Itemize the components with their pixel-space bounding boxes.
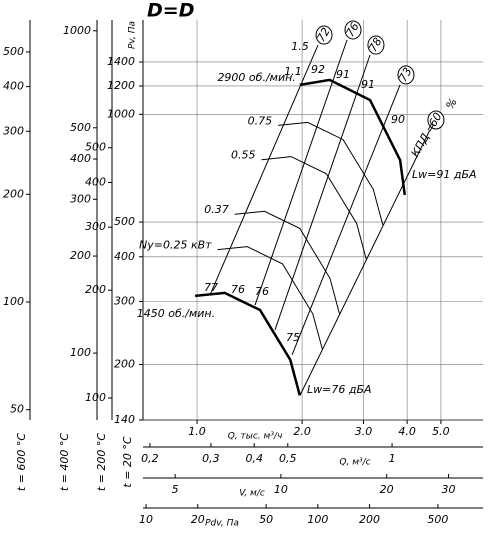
aux-tick-label: 100 [85, 391, 106, 404]
aux-tick-label: 200 [3, 187, 24, 200]
annotation: 1.1 [284, 65, 302, 78]
aux-tick-label: 500 [85, 141, 106, 154]
y-tick-label: 300 [114, 294, 135, 307]
scale-tick-label: 0,4 [245, 452, 263, 465]
scale-tick-label: 20 [191, 513, 205, 526]
annotation: 91 [336, 68, 350, 81]
aux-axis-label: t = 200 °C [95, 433, 108, 492]
y-tick-label: 200 [114, 358, 135, 371]
annotation: Lw=76 дБА [307, 383, 372, 396]
scale-tick-label: 20 [380, 483, 394, 496]
efficiency-marker [315, 25, 333, 45]
scale-label: Q, м³/с [339, 458, 370, 468]
aux-tick-label: 500 [3, 45, 24, 58]
aux-tick-label: 500 [70, 121, 91, 134]
efficiency-marker [344, 20, 362, 40]
annotation: 91 [361, 78, 375, 91]
y-tick-label: 1200 [107, 79, 135, 92]
curve-label: 0.37 [204, 203, 229, 216]
aux-tick-label: 50 [10, 403, 24, 416]
speed-curve [261, 156, 367, 260]
annotation: 90 [391, 113, 405, 126]
scale-tick-label: 50 [259, 513, 273, 526]
speed-curve [299, 78, 407, 196]
annotation: 76 [231, 283, 245, 296]
speed-curve [217, 246, 323, 350]
efficiency-label: 76 [343, 20, 361, 39]
scale-tick-label: 0,3 [202, 452, 220, 465]
speed-curve [278, 121, 384, 226]
annotation: 76 [255, 285, 269, 298]
scale-tick-label: 100 [307, 513, 328, 526]
curve-label: Ny=0.25 кВт [139, 239, 212, 252]
efficiency-marker [427, 110, 445, 130]
scale-tick-label: 10 [139, 513, 153, 526]
scale-tick-label: 500 [427, 513, 448, 526]
annotation: Lw=91 дБА [412, 168, 477, 181]
scale-tick-label: 30 [442, 483, 456, 496]
aux-tick-label: 400 [70, 152, 91, 165]
y-tick-label: 500 [114, 215, 135, 228]
aux-tick-label: 400 [85, 175, 106, 188]
speed-curve [234, 210, 340, 315]
efficiency-line [209, 44, 319, 296]
aux-tick-label: 100 [3, 295, 24, 308]
aux-tick-label: 1000 [63, 24, 91, 37]
curve-label: 0.55 [231, 149, 256, 162]
x-axis-label: Q, тыс. м³/ч [228, 432, 283, 442]
efficiency-label: 72 [314, 25, 332, 44]
aux-tick-label: 400 [3, 80, 24, 93]
chart-title: D=D [147, 0, 194, 22]
x-tick-label: 2.0 [293, 425, 311, 438]
scale-tick-label: 200 [359, 513, 380, 526]
x-tick-label: 3.0 [355, 425, 373, 438]
aux-axis-label: t = 400 °C [58, 433, 71, 492]
x-tick-label: 4.0 [398, 425, 416, 438]
y-tick-label: 140 [114, 413, 135, 426]
annotation: 1.5 [291, 40, 309, 53]
efficiency-line [299, 129, 431, 396]
y-tick-label: 1000 [107, 107, 135, 120]
aux-tick-label: 300 [85, 220, 106, 233]
y-tick-label: 1400 [107, 55, 135, 68]
efficiency-label: 73 [396, 65, 414, 84]
scale-tick-label: 5 [172, 483, 179, 496]
efficiency-marker [367, 35, 385, 55]
aux-tick-label: 200 [70, 249, 91, 262]
scale-tick-label: 10 [274, 483, 288, 496]
annotation: % [443, 96, 459, 112]
aux-tick-label: 200 [85, 283, 106, 296]
efficiency-label: 60 [426, 110, 444, 129]
efficiency-marker [397, 65, 415, 85]
annotation: 75 [286, 331, 300, 344]
efficiency-line [254, 39, 348, 306]
aux-tick-label: 100 [70, 346, 91, 359]
scale-label: Pdv, Па [205, 519, 239, 529]
scale-label: V, м/с [239, 489, 265, 499]
annotation: 77 [204, 281, 218, 294]
y-tick-label: 400 [114, 250, 135, 263]
scale-tick-label: 0,2 [141, 452, 159, 465]
speed-curve [194, 291, 302, 396]
y-axis-label: Pv, Па [128, 21, 138, 49]
scale-tick-label: 1 [389, 452, 396, 465]
x-tick-label: 1.0 [188, 425, 206, 438]
curve-label: 1450 об./мин. [137, 307, 215, 320]
scale-tick-label: 0,5 [279, 452, 297, 465]
efficiency-label: 78 [366, 35, 384, 54]
x-tick-label: 5.0 [432, 425, 450, 438]
annotation: 92 [311, 63, 325, 76]
aux-tick-label: 300 [70, 192, 91, 205]
annotation: КПД = [409, 120, 439, 159]
aux-axis-label: t = 600 °C [15, 433, 28, 492]
y-condition-label: t = 20 °C [121, 436, 134, 488]
efficiency-line [274, 54, 371, 330]
aux-tick-label: 300 [3, 124, 24, 137]
curve-label: 2900 об./мин. [217, 71, 295, 84]
curve-label: 0.75 [248, 114, 273, 127]
